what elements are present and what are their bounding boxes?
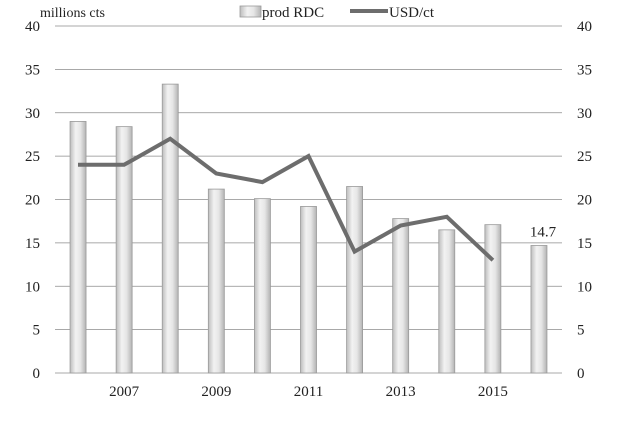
bar-2007 xyxy=(115,126,133,374)
y-tick-label-10: 10 xyxy=(25,279,40,295)
legend-label-prod-rdc: prod RDC xyxy=(262,5,324,21)
legend-label-usd-ct: USD/ct xyxy=(389,5,435,21)
y2-tick-label-25: 25 xyxy=(577,149,592,165)
y2-tick-label-20: 20 xyxy=(577,193,592,209)
y2-tick-label-10: 10 xyxy=(577,279,592,295)
x-tick-label-2009: 2009 xyxy=(201,384,231,400)
bar-2008 xyxy=(161,83,179,374)
bar-2006 xyxy=(69,121,87,374)
y2-tick-label-30: 30 xyxy=(577,106,592,122)
data-label-2016: 14.7 xyxy=(530,224,557,240)
bar-2013 xyxy=(392,218,410,374)
bar-2014 xyxy=(438,229,456,374)
bar-2015 xyxy=(484,224,502,374)
x-tick-label-2011: 2011 xyxy=(294,384,323,400)
bar-2011 xyxy=(300,206,317,374)
bar-2016 xyxy=(530,245,548,374)
legend: prod RDC USD/ct xyxy=(239,5,435,21)
line-usd-ct xyxy=(78,136,495,262)
bar-series xyxy=(69,83,548,374)
x-axis: 2007 2009 2011 2013 2015 xyxy=(109,384,508,400)
y2-tick-label-5: 5 xyxy=(577,323,585,339)
y-tick-label-20: 20 xyxy=(25,193,40,209)
left-axis-unit: millions cts xyxy=(40,6,105,21)
left-y-axis: 0 5 10 15 20 25 30 35 40 xyxy=(25,19,40,382)
y2-tick-label-15: 15 xyxy=(577,236,592,252)
y2-tick-label-35: 35 xyxy=(577,62,592,78)
x-tick-label-2007: 2007 xyxy=(109,384,140,400)
y2-tick-label-40: 40 xyxy=(577,19,592,35)
y-tick-label-30: 30 xyxy=(25,106,40,122)
y-tick-label-40: 40 xyxy=(25,19,40,35)
data-labels: 14.7 xyxy=(530,224,557,240)
bar-2010 xyxy=(254,198,271,374)
right-y-axis: 0 5 10 15 20 25 30 35 40 xyxy=(577,19,592,382)
x-tick-label-2013: 2013 xyxy=(386,384,416,400)
bar-2012 xyxy=(346,186,363,374)
y-tick-label-25: 25 xyxy=(25,149,40,165)
y-tick-label-0: 0 xyxy=(33,366,41,382)
bar-2009 xyxy=(207,188,225,374)
x-tick-label-2015: 2015 xyxy=(478,384,508,400)
y-tick-label-5: 5 xyxy=(33,323,41,339)
legend-swatch-prod-rdc xyxy=(239,5,262,18)
y-tick-label-35: 35 xyxy=(25,62,40,78)
line-series xyxy=(78,136,495,262)
y2-tick-label-0: 0 xyxy=(577,366,585,382)
y-tick-label-15: 15 xyxy=(25,236,40,252)
